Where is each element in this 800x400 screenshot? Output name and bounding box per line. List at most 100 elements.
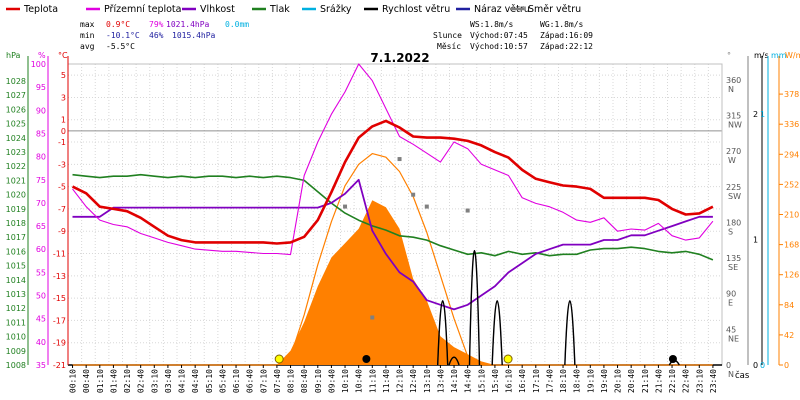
x-tick-label: 20:40 <box>627 369 636 393</box>
solar-tick-label: 294 <box>784 150 799 159</box>
x-tick-label: 10:10 <box>341 369 350 393</box>
legend-label: Náraz větru <box>474 4 530 15</box>
x-tick-label: 22:10 <box>668 369 677 393</box>
info-moon: Měsíc <box>437 42 461 51</box>
info-wg: WG:1.8m/s <box>540 20 584 29</box>
wind-dir-compass-label: E <box>728 299 733 308</box>
legend-label: Rychlost větru <box>382 4 450 15</box>
humidity-tick-label: 80 <box>36 153 46 162</box>
pressure-tick-label: 1028 <box>6 77 26 86</box>
pressure-tick-label: 1008 <box>6 361 26 370</box>
wind-dir-compass-label: S <box>728 227 733 236</box>
sunset-marker <box>503 354 513 364</box>
wind-direction-point <box>465 208 470 213</box>
x-tick-label: 11:40 <box>382 369 391 393</box>
wind-dir-compass-label: W <box>728 156 736 165</box>
x-tick-label: 19:10 <box>586 369 595 393</box>
stats-avg-label: avg <box>80 42 95 51</box>
wind-speed-tick-label: 1 <box>753 236 758 245</box>
info-sun-set: Západ:16:09 <box>540 31 593 40</box>
pressure-tick-label: 1025 <box>6 120 26 129</box>
info-sun: Slunce <box>433 31 462 40</box>
pressure-line <box>72 173 714 261</box>
humidity-tick-label: 35 <box>36 361 46 370</box>
wind-dir-tick-label: 90 <box>726 290 736 299</box>
x-tick-label: 11:10 <box>368 369 377 393</box>
rain-tick-label: 1 <box>760 110 765 119</box>
stats-max-temp: 0.9°C <box>106 20 130 29</box>
legend-label: Přízemní teplota <box>104 4 181 15</box>
pressure-tick-label: 1018 <box>6 219 26 228</box>
unit-wm2: W/m² <box>785 51 800 60</box>
x-tick-label: 19:40 <box>600 369 609 393</box>
pressure-tick-label: 1020 <box>6 191 26 200</box>
stats-min-temp: -10.1°C <box>106 31 140 40</box>
axes: 1008100910101011101210131014101510161017… <box>6 56 799 379</box>
x-tick-label: 07:40 <box>273 369 282 393</box>
axis-units: hPa % °C ° m/s mm W/m² čas <box>6 51 800 381</box>
wind-dir-compass-label: SE <box>728 263 738 272</box>
x-tick-label: 02:10 <box>123 369 132 393</box>
x-tick-label: 17:10 <box>532 369 541 393</box>
temperature-line <box>71 119 714 245</box>
x-tick-label: 13:10 <box>423 369 432 393</box>
temperature-tick-label: 3 <box>61 93 66 102</box>
temperature-tick-label: -17 <box>53 316 66 325</box>
x-tick-label: 04:10 <box>178 369 187 393</box>
pressure-tick-label: 1019 <box>6 205 26 214</box>
pressure-tick-label: 1017 <box>6 233 26 242</box>
legend-label: Tlak <box>269 4 290 15</box>
pressure-tick-label: 1011 <box>6 318 26 327</box>
humidity-tick-label: 55 <box>36 268 46 277</box>
stats-max-label: max <box>80 20 95 29</box>
x-tick-label: 23:10 <box>695 369 704 393</box>
legend-item-prizemni-teplota: Přízemní teplota <box>86 4 181 15</box>
humidity-tick-label: 45 <box>36 315 46 324</box>
wind-speed-tick-label: 0 <box>753 361 758 370</box>
chart-date-title: 7.1.2022 <box>370 51 429 65</box>
stats-min-hum: 46% <box>149 31 164 40</box>
pressure-tick-label: 1023 <box>6 148 26 157</box>
x-tick-label: 14:40 <box>464 369 473 393</box>
temperature-tick-label: -19 <box>53 339 66 348</box>
temperature-tick-label: -5 <box>58 183 66 192</box>
solar-tick-label: 126 <box>784 271 799 280</box>
stats-block: max 0.9°C 79% 1021.4hPa 0.0mm min -10.1°… <box>80 20 249 51</box>
x-tick-label: 12:40 <box>409 369 418 393</box>
temperature-tick-label: -11 <box>53 250 66 259</box>
legend-label: Srážky <box>320 4 352 15</box>
unit-hpa: hPa <box>6 51 21 60</box>
x-tick-label: 01:10 <box>96 369 105 393</box>
x-tick-label: 04:40 <box>191 369 200 393</box>
wind-dir-tick-label: 135 <box>726 254 741 263</box>
x-tick-label: 08:40 <box>300 369 309 393</box>
temperature-tick-label: -3 <box>58 160 66 169</box>
pressure-tick-label: 1014 <box>6 276 26 285</box>
unit-ms: m/s <box>754 51 769 60</box>
legend: Teplota Přízemní teplota Vlhkost Tlak Sr… <box>6 4 581 15</box>
info-sun-rise: Východ:07:45 <box>470 31 528 40</box>
pressure-tick-label: 1024 <box>6 134 26 143</box>
humidity-tick-label: 95 <box>36 83 46 92</box>
unit-degc: °C <box>58 51 68 60</box>
ground-temperature-line <box>72 63 714 256</box>
x-tick-label: 08:10 <box>287 369 296 393</box>
unit-deg: ° <box>727 51 731 60</box>
humidity-line <box>72 178 713 311</box>
wind-direction-point <box>411 192 416 197</box>
stats-avg-temp: -5.5°C <box>106 42 135 51</box>
temperature-tick-label: -7 <box>58 205 66 214</box>
wind-direction-point <box>370 315 375 320</box>
wind-dir-tick-label: 180 <box>726 218 741 227</box>
x-tick-label: 09:40 <box>327 369 336 393</box>
wind-dir-tick-label: 225 <box>726 183 741 192</box>
legend-item-smer-vetru: Směr větru <box>510 4 581 15</box>
legend-item-vlhkost: Vlhkost <box>182 4 235 15</box>
info-ws: WS:1.8m/s <box>470 20 514 29</box>
legend-item-tlak: Tlak <box>252 4 290 15</box>
x-tick-label: 13:40 <box>436 369 445 393</box>
wind-direction-point <box>424 204 429 209</box>
x-tick-label: 06:40 <box>246 369 255 393</box>
humidity-tick-label: 70 <box>36 199 46 208</box>
